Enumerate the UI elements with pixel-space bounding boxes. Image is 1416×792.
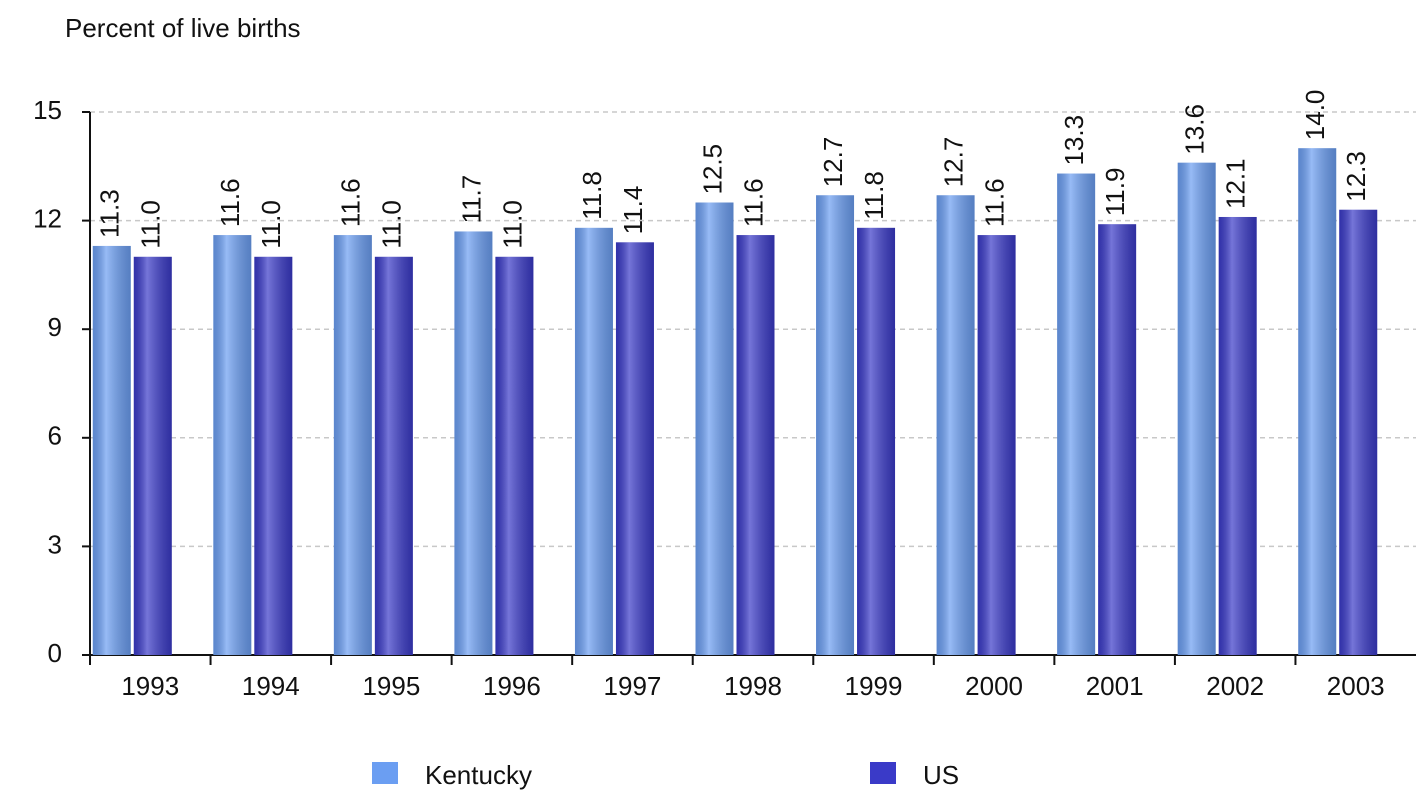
data-label: 13.3 (1059, 115, 1089, 166)
bar (333, 235, 372, 655)
y-tick-label: 15 (33, 95, 62, 125)
x-tick-label: 2000 (965, 671, 1023, 701)
y-tick-label: 9 (48, 312, 62, 342)
bar (1339, 209, 1378, 656)
data-label: 12.1 (1221, 158, 1251, 209)
bar (977, 235, 1016, 655)
y-tick-label: 12 (33, 203, 62, 233)
bar (254, 256, 293, 655)
data-label: 11.6 (979, 178, 1009, 227)
bar (695, 202, 734, 655)
bar (574, 227, 613, 655)
data-label: 12.3 (1341, 151, 1371, 202)
bar (1177, 162, 1216, 655)
bar (495, 256, 534, 655)
bar (1298, 148, 1337, 655)
bar (374, 256, 413, 655)
x-tick-label: 1999 (845, 671, 903, 701)
bar (1057, 173, 1096, 656)
bar (1218, 216, 1257, 656)
data-label: 11.8 (577, 171, 607, 220)
data-label: 11.9 (1100, 168, 1130, 217)
legend-label: US (923, 760, 959, 790)
y-tick-label: 3 (48, 529, 62, 559)
y-axis-title: Percent of live births (65, 13, 301, 43)
bar (133, 256, 172, 655)
legend-swatch (870, 762, 896, 784)
x-tick-label: 1993 (121, 671, 179, 701)
data-label: 11.8 (859, 171, 889, 220)
data-label: 11.0 (497, 200, 527, 249)
bar (615, 242, 654, 655)
data-label: 11.7 (456, 175, 486, 224)
x-tick-label: 1994 (242, 671, 300, 701)
data-label: 11.0 (256, 200, 286, 249)
x-tick-label: 2003 (1327, 671, 1385, 701)
bar (736, 235, 775, 655)
data-label: 11.6 (215, 178, 245, 227)
bar (857, 227, 896, 655)
bar (92, 245, 131, 655)
data-label: 11.0 (377, 200, 407, 249)
data-label: 13.6 (1180, 104, 1210, 155)
data-label: 12.7 (938, 137, 968, 188)
data-label: 12.7 (818, 137, 848, 188)
legend-swatch (372, 762, 398, 784)
data-label: 11.4 (618, 186, 648, 235)
legend-label: Kentucky (425, 760, 532, 790)
data-label: 12.5 (697, 144, 727, 195)
y-tick-label: 0 (48, 638, 62, 668)
x-tick-label: 1995 (362, 671, 420, 701)
data-label: 11.0 (136, 200, 166, 249)
data-label: 14.0 (1300, 90, 1330, 141)
x-tick-label: 1996 (483, 671, 541, 701)
bar (816, 195, 855, 655)
data-label: 11.3 (95, 189, 125, 238)
data-label: 11.6 (336, 178, 366, 227)
bar (1098, 224, 1137, 655)
data-label: 11.6 (738, 178, 768, 227)
y-tick-label: 6 (48, 421, 62, 451)
bar (936, 195, 975, 655)
bar (454, 231, 493, 655)
x-tick-label: 1998 (724, 671, 782, 701)
x-tick-label: 2002 (1206, 671, 1264, 701)
x-tick-label: 2001 (1086, 671, 1144, 701)
x-tick-label: 1997 (604, 671, 662, 701)
bar (213, 235, 252, 655)
